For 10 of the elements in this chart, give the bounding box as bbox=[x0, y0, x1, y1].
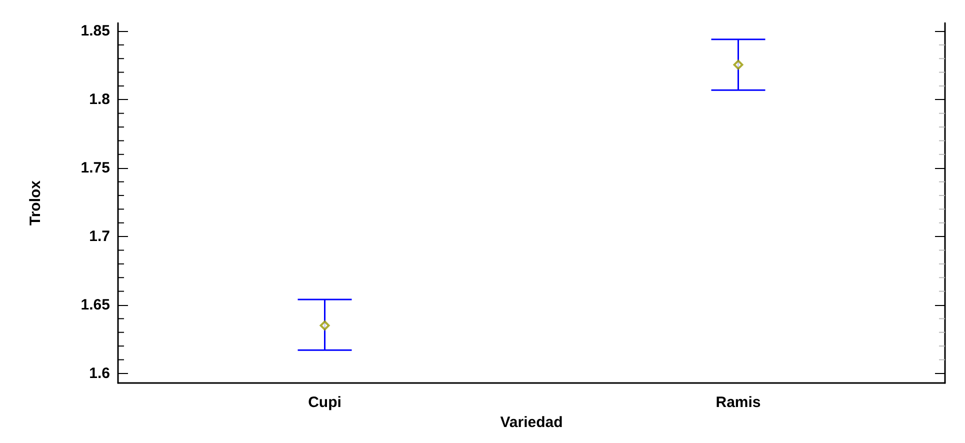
x-tick-label: Cupi bbox=[308, 394, 342, 411]
y-tick-label: 1.7 bbox=[89, 228, 110, 246]
x-tick-label: Ramis bbox=[716, 394, 761, 411]
y-tick-label: 1.85 bbox=[80, 22, 110, 40]
x-axis-title: Variedad bbox=[500, 414, 563, 431]
y-tick-label: 1.75 bbox=[80, 160, 110, 177]
y-tick-label: 1.65 bbox=[80, 296, 110, 314]
y-axis-title: Trolox bbox=[27, 180, 44, 226]
y-tick-label: 1.6 bbox=[89, 364, 110, 382]
y-tick-label: 1.8 bbox=[89, 91, 110, 108]
